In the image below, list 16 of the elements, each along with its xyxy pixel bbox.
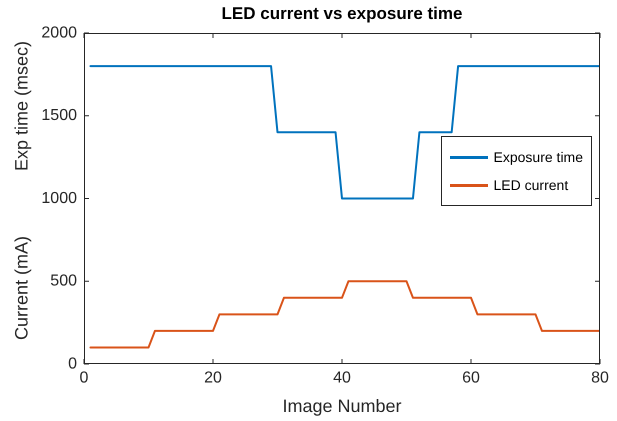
x-tick-label: 40: [333, 369, 351, 386]
chart-title: LED current vs exposure time: [220, 4, 464, 24]
x-axis-title: Image Number: [281, 396, 403, 417]
legend-label: Exposure time: [494, 149, 583, 165]
legend-label: LED current: [494, 177, 568, 193]
y-tick-label: 500: [50, 272, 78, 290]
y-axis-title: Exp time (msec): [12, 40, 32, 171]
x-tick-label: 20: [204, 369, 222, 386]
x-tick-label: 80: [591, 369, 609, 386]
x-tick-label: 0: [80, 369, 89, 386]
y-tick-label: 1000: [41, 190, 78, 207]
y-tick-label: 2000: [41, 24, 78, 42]
y-tick-label: 0: [68, 355, 78, 372]
x-tick-label: 60: [462, 369, 480, 386]
y-tick-label: 1500: [41, 107, 78, 124]
text: Current (mA): [12, 236, 32, 340]
